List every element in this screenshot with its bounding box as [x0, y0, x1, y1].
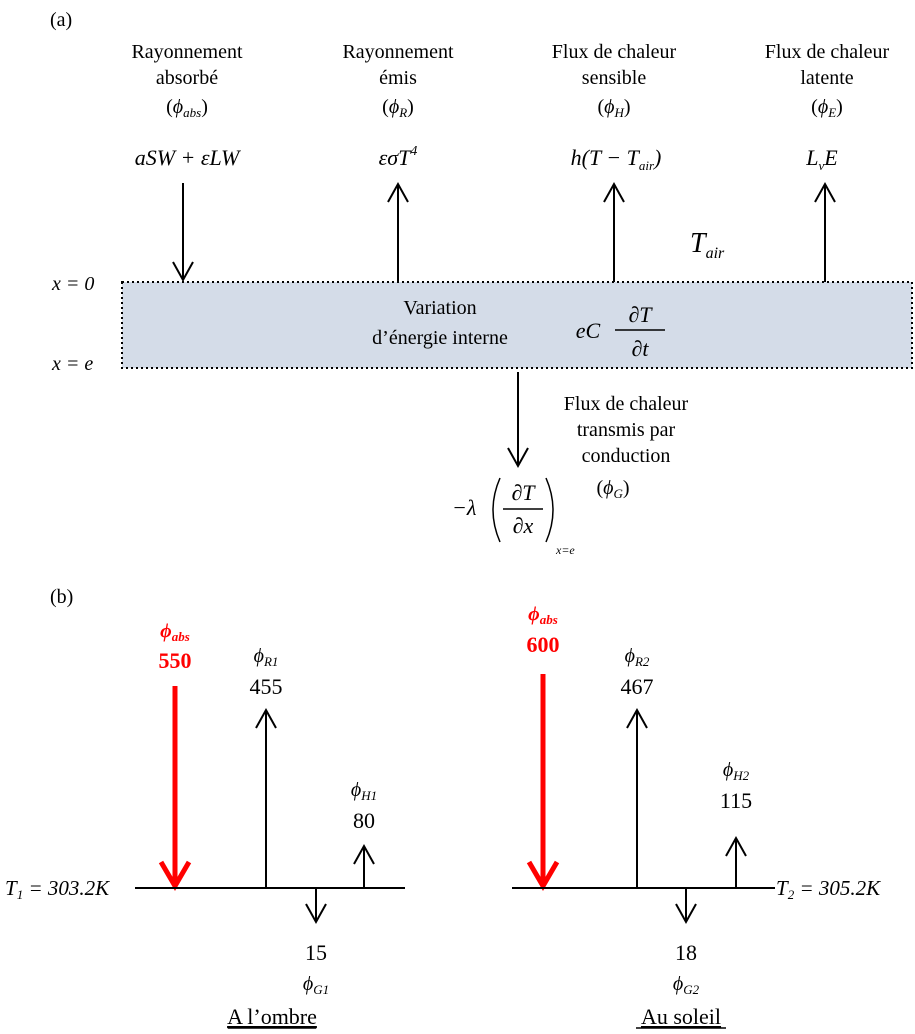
sun-g-value: 18 [675, 940, 697, 965]
shade-abs-symbol: ϕabs [160, 620, 190, 644]
internal-energy-formula-numerator: ∂T [628, 302, 653, 327]
flux-emitted-line1: Rayonnement [342, 41, 454, 63]
flux-conduction-line2: transmis par [577, 419, 676, 441]
shade-g-symbol: ϕG1 [303, 973, 329, 997]
flux-sensible-line2: sensible [582, 67, 647, 89]
sun-h-value: 115 [720, 788, 752, 813]
panel-b-shade: ϕabs 550 ϕR1 455 ϕH1 80 15 ϕG1 T1 = 303.… [5, 620, 405, 1029]
sun-r-value: 467 [621, 674, 654, 699]
shade-r-arrowhead [255, 707, 277, 729]
panel-b-label: (b) [50, 586, 73, 608]
shade-r-value: 455 [250, 674, 283, 699]
sun-g-arrowhead [675, 903, 697, 925]
panel-b-sun: ϕabs 600 ϕR2 467 ϕH2 115 18 ϕG2 T2 = 305… [512, 603, 881, 1029]
shade-abs-value: 550 [159, 648, 192, 673]
flux-emitted: Rayonnement émis (ϕR) εσT4 [342, 41, 454, 282]
flux-latent-arrowhead [814, 181, 836, 203]
sun-temperature: T2 = 305.2K [776, 876, 881, 902]
left-paren [492, 477, 501, 543]
flux-absorbed-arrowhead [172, 261, 194, 283]
sun-abs-value: 600 [527, 632, 560, 657]
conduction-formula-numerator: ∂T [511, 480, 536, 505]
conduction-formula-denominator: ∂x [513, 513, 534, 538]
sun-h-arrowhead [725, 835, 747, 857]
flux-latent-symbol: (ϕE) [811, 96, 843, 120]
flux-absorbed-line2: absorbé [156, 67, 218, 89]
material-layer [121, 281, 913, 369]
flux-emitted-line2: émis [379, 67, 417, 89]
internal-energy-formula-prefix: eC [576, 318, 601, 343]
sun-caption: Au soleil [641, 1004, 721, 1029]
sun-h-symbol: ϕH2 [723, 759, 750, 783]
flux-absorbed-symbol: (ϕabs) [166, 96, 208, 120]
flux-conduction-line3: conduction [582, 445, 671, 467]
shade-g-arrowhead [305, 903, 327, 925]
shade-h-symbol: ϕH1 [351, 779, 377, 803]
shade-g-value: 15 [305, 940, 327, 965]
flux-sensible: Flux de chaleur sensible (ϕH) h(T − Tair… [552, 41, 677, 282]
sun-abs-symbol: ϕabs [528, 603, 558, 627]
flux-latent-formula: LvE [805, 145, 838, 173]
shade-r-symbol: ϕR1 [254, 645, 279, 669]
flux-emitted-formula: εσT4 [379, 144, 418, 170]
shade-caption: A l’ombre [227, 1004, 317, 1029]
flux-conduction-line1: Flux de chaleur [564, 393, 689, 415]
flux-conduction-arrowhead [507, 447, 529, 469]
sun-abs-arrowhead [526, 860, 560, 891]
shade-abs-arrowhead [158, 860, 192, 891]
flux-latent-line2: latente [800, 67, 853, 89]
flux-sensible-line1: Flux de chaleur [552, 41, 677, 63]
internal-energy-formula-denominator: ∂t [632, 336, 650, 361]
layer-label-line1: Variation [403, 297, 476, 319]
flux-absorbed-line1: Rayonnement [131, 41, 243, 63]
flux-conduction: Flux de chaleur transmis par conduction … [452, 372, 689, 557]
x0-label: x = 0 [51, 273, 94, 295]
shade-h-value: 80 [353, 808, 375, 833]
flux-sensible-formula: h(T − Tair) [571, 145, 662, 173]
sun-g-symbol: ϕG2 [673, 973, 700, 997]
flux-conduction-symbol: (ϕG) [596, 477, 629, 501]
flux-absorbed-formula: aSW + εLW [135, 145, 241, 170]
flux-sensible-arrowhead [603, 181, 625, 203]
sun-r-arrowhead [626, 707, 648, 729]
conduction-formula-prefix: −λ [452, 495, 476, 520]
panel-a-label: (a) [50, 9, 72, 31]
shade-h-arrowhead [353, 843, 375, 865]
conduction-formula-subscript: x=e [555, 543, 575, 557]
flux-emitted-symbol: (ϕR) [382, 96, 414, 120]
flux-sensible-symbol: (ϕH) [597, 96, 630, 120]
layer-label-line2: d’énergie interne [372, 327, 508, 349]
flux-latent: Flux de chaleur latente (ϕE) LvE [765, 41, 890, 282]
flux-absorbed: Rayonnement absorbé (ϕabs) aSW + εLW [131, 41, 243, 283]
flux-latent-line1: Flux de chaleur [765, 41, 890, 63]
internal-energy-formula: eC ∂T ∂t [576, 302, 665, 361]
right-paren [545, 477, 554, 543]
xe-label: x = e [51, 353, 93, 375]
air-temperature-label: Tair [690, 228, 725, 262]
flux-emitted-arrowhead [387, 181, 409, 203]
sun-r-symbol: ϕR2 [625, 645, 650, 669]
shade-temperature: T1 = 303.2K [5, 876, 110, 902]
